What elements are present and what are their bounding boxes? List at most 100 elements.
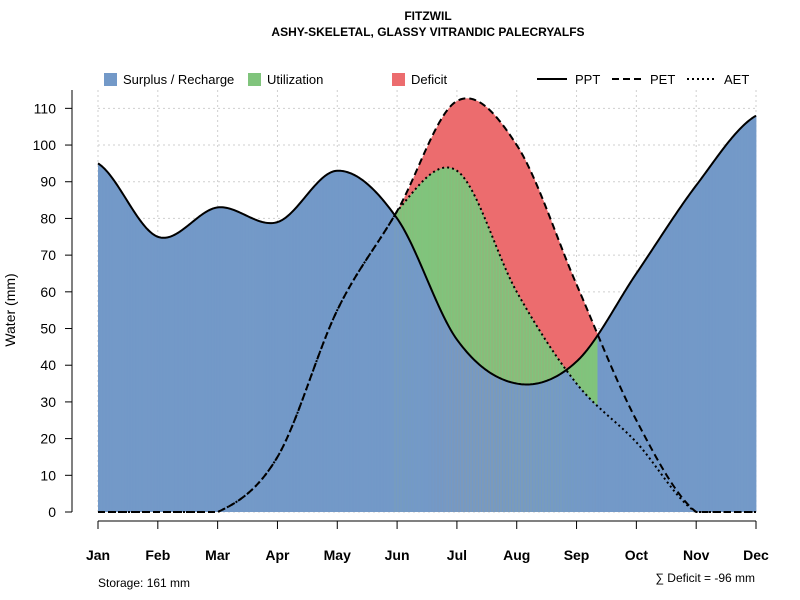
area-surplus-recharge [389,208,392,512]
area-surplus-recharge [429,286,432,512]
series-line-aet [98,166,756,513]
area-surplus-recharge [368,185,371,512]
area-surplus-recharge [539,382,542,512]
area-surplus-recharge [377,193,380,512]
area-surplus-recharge [584,392,586,512]
area-surplus-recharge [645,257,648,512]
area-surplus-recharge [533,383,536,512]
area-surplus-recharge [190,222,193,513]
area-surplus-recharge [246,215,248,513]
area-surplus-recharge [639,266,642,512]
area-surplus-recharge [500,378,503,512]
area-surplus-recharge [467,352,470,512]
area-surplus-recharge [576,383,579,512]
area-surplus-recharge [588,397,591,512]
area-surplus-recharge [352,173,355,512]
area-surplus-recharge [673,214,676,512]
area-surplus-recharge [726,143,728,512]
area-surplus-recharge [141,222,144,513]
area-surplus-recharge [661,232,664,513]
area-surplus-recharge [274,222,277,513]
area-surplus-recharge [127,201,130,512]
area-surplus-recharge [691,189,694,513]
area-surplus-recharge [587,395,589,512]
area-surplus-recharge [296,205,299,512]
area-surplus-recharge [302,197,305,512]
area-surplus-recharge [579,387,582,512]
area-surplus-recharge [678,208,681,513]
storage-note: Storage: 161 mm [98,576,190,590]
area-surplus-recharge [708,167,711,513]
area-surplus-recharge [660,235,663,513]
area-surplus-recharge [177,232,180,512]
area-surplus-recharge [407,236,410,512]
area-surplus-recharge [317,180,320,513]
area-surplus-recharge [696,183,699,512]
area-surplus-recharge [739,127,742,512]
area-surplus-recharge [225,207,228,512]
area-surplus-recharge [204,212,207,513]
series-lines [97,97,757,513]
area-surplus-recharge [280,220,283,512]
area-surplus-recharge [509,381,512,512]
area-surplus-recharge [516,383,519,512]
area-surplus-recharge [530,384,533,512]
area-surplus-recharge [259,221,262,512]
area-surplus-recharge [714,158,717,512]
area-surplus-recharge [314,184,317,512]
legend-swatch-surplus [104,73,117,86]
area-surplus-recharge [675,212,678,512]
area-surplus-recharge [138,217,141,512]
area-surplus-recharge [343,171,346,512]
y-tick-label: 30 [40,394,56,410]
area-surplus-recharge [482,367,485,512]
area-surplus-recharge [205,211,208,512]
area-surplus-recharge [403,227,405,513]
area-surplus-recharge [340,170,343,513]
area-surplus-recharge [527,384,530,512]
chart-title: FITZWIL [404,9,451,23]
area-surplus-recharge [202,213,205,513]
area-surplus-recharge [413,248,416,512]
area-surplus-recharge [663,230,666,512]
area-surplus-recharge [551,378,554,512]
area-surplus-recharge [720,150,723,512]
area-surplus-recharge [486,370,489,512]
area-surplus-recharge [432,293,435,512]
area-surplus-recharge [471,357,474,512]
area-surplus-recharge [522,384,525,512]
x-ticks: Jan Feb Mar Apr May Jun Jul Aug Sep Oct Nov Dec [86,521,769,563]
area-surplus-recharge [252,218,254,512]
area-surplus-recharge [637,269,640,512]
area-surplus-recharge [335,170,338,512]
area-surplus-recharge [603,324,606,512]
area-surplus-recharge [358,177,361,512]
area-surplus-recharge [316,182,319,512]
area-surplus-recharge [566,370,568,512]
area-surplus-recharge [652,246,655,512]
area-surplus-recharge [712,160,715,512]
area-surplus-recharge [109,175,112,512]
area-surplus-recharge [616,301,619,512]
area-surplus-recharge [431,289,434,512]
area-surplus-recharge [595,404,598,512]
x-tick-label: Mar [205,547,230,563]
area-surplus-recharge [272,222,275,512]
area-surplus-recharge [367,183,370,512]
area-surplus-recharge [277,221,280,512]
area-surplus-recharge [112,178,115,513]
area-surplus-recharge [435,299,438,512]
area-surplus-recharge [148,230,151,512]
area-surplus-recharge [401,225,404,512]
area-surplus-recharge [510,382,513,512]
y-tick-label: 50 [40,321,56,337]
area-surplus-recharge [419,261,422,512]
area-surplus-recharge [310,189,313,513]
area-surplus-recharge [219,207,222,512]
area-surplus-recharge [337,170,340,512]
area-surplus-recharge [281,219,284,512]
area-surplus-recharge [268,223,271,512]
area-surplus-recharge [395,216,398,512]
area-surplus-recharge [723,146,725,512]
area-surplus-recharge [258,220,260,512]
